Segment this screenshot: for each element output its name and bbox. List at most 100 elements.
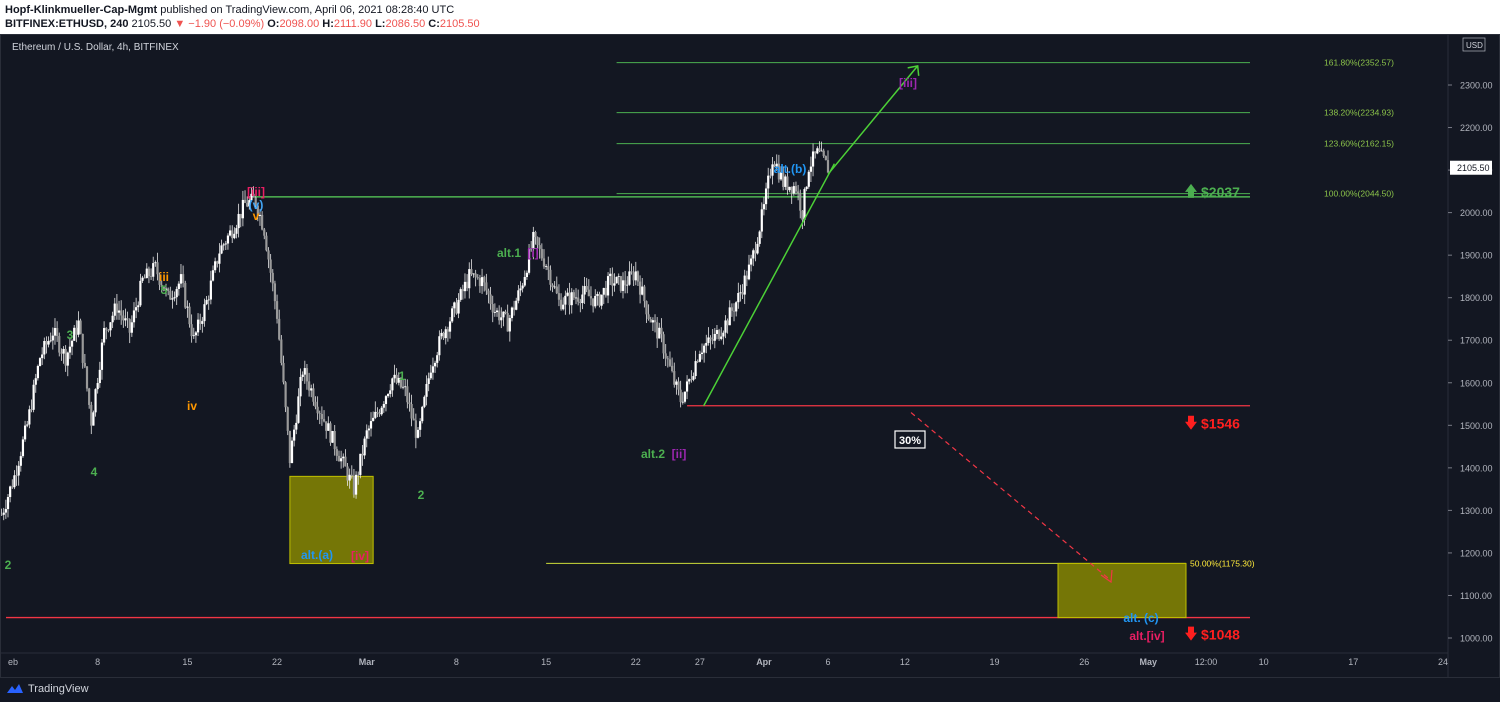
candle-body[interactable]: [175, 288, 178, 298]
candle-body[interactable]: [606, 276, 610, 296]
candle-body[interactable]: [700, 352, 704, 355]
candle-body[interactable]: [416, 429, 420, 438]
candle-body[interactable]: [536, 237, 539, 246]
candle-body[interactable]: [587, 289, 590, 297]
candle-body[interactable]: [647, 314, 650, 320]
candle-body[interactable]: [122, 315, 125, 321]
candle-body[interactable]: [442, 332, 445, 339]
candle-body[interactable]: [600, 294, 603, 306]
candle-body[interactable]: [120, 310, 123, 316]
candle-body[interactable]: [361, 453, 364, 456]
candle-body[interactable]: [265, 235, 268, 251]
candle-body[interactable]: [15, 475, 18, 477]
candle-body[interactable]: [194, 332, 198, 336]
candle-body[interactable]: [363, 438, 366, 456]
candle-body[interactable]: [214, 261, 217, 271]
candle-body[interactable]: [372, 417, 375, 422]
candle-body[interactable]: [0, 514, 3, 516]
candle-body[interactable]: [41, 354, 44, 359]
candle-body[interactable]: [775, 163, 778, 167]
candle-body[interactable]: [632, 272, 635, 281]
candle-body[interactable]: [199, 319, 202, 324]
candle-body[interactable]: [85, 366, 89, 389]
candle-body[interactable]: [794, 186, 798, 192]
candle-body[interactable]: [822, 150, 825, 157]
candle-body[interactable]: [677, 381, 680, 390]
candle-body[interactable]: [820, 150, 823, 152]
candle-body[interactable]: [611, 273, 614, 286]
candle-body[interactable]: [115, 303, 119, 313]
candle-body[interactable]: [675, 381, 678, 385]
candle-body[interactable]: [581, 294, 584, 304]
candle-body[interactable]: [583, 286, 586, 295]
candle-body[interactable]: [284, 382, 287, 408]
candle-body[interactable]: [267, 250, 270, 260]
candle-body[interactable]: [566, 292, 569, 296]
candle-body[interactable]: [527, 248, 531, 273]
candle-body[interactable]: [630, 271, 633, 273]
candle-body[interactable]: [395, 374, 398, 383]
candle-body[interactable]: [671, 365, 674, 372]
candle-body[interactable]: [816, 148, 819, 154]
candle-body[interactable]: [470, 269, 473, 275]
candle-body[interactable]: [384, 396, 388, 405]
candle-body[interactable]: [66, 352, 69, 366]
candle-body[interactable]: [32, 384, 35, 410]
candle-body[interactable]: [171, 298, 174, 300]
candle-body[interactable]: [696, 361, 699, 362]
tradingview-logo[interactable]: TradingView: [6, 683, 89, 695]
candle-body[interactable]: [327, 423, 330, 431]
candle-body[interactable]: [374, 411, 377, 418]
candle-body[interactable]: [609, 273, 612, 277]
candle-body[interactable]: [760, 209, 763, 232]
candle-body[interactable]: [423, 396, 426, 407]
candle-body[interactable]: [461, 289, 464, 292]
candle-body[interactable]: [792, 186, 795, 194]
candle-body[interactable]: [483, 277, 486, 283]
candle-body[interactable]: [508, 318, 511, 332]
candle-body[interactable]: [446, 329, 449, 332]
candle-body[interactable]: [322, 419, 326, 422]
candle-body[interactable]: [258, 214, 262, 216]
candle-body[interactable]: [735, 302, 738, 312]
candle-body[interactable]: [764, 188, 768, 205]
candle-body[interactable]: [476, 277, 479, 279]
candle-body[interactable]: [13, 475, 16, 488]
candle-body[interactable]: [737, 293, 740, 303]
candle-body[interactable]: [542, 258, 546, 267]
candle-body[interactable]: [352, 476, 356, 495]
candle-body[interactable]: [559, 299, 563, 310]
candle-body[interactable]: [660, 327, 663, 335]
candle-body[interactable]: [818, 148, 821, 151]
candle-body[interactable]: [243, 199, 247, 203]
candle-body[interactable]: [53, 328, 57, 336]
candle-body[interactable]: [36, 365, 39, 379]
candle-body[interactable]: [478, 278, 482, 287]
candle-body[interactable]: [739, 292, 742, 294]
candle-body[interactable]: [493, 312, 496, 313]
candle-body[interactable]: [521, 285, 524, 289]
candle-body[interactable]: [540, 248, 543, 259]
candle-body[interactable]: [397, 377, 400, 383]
candle-body[interactable]: [109, 322, 112, 331]
candle-body[interactable]: [480, 277, 484, 287]
candle-body[interactable]: [340, 458, 343, 462]
candle-body[interactable]: [26, 424, 29, 426]
candle-body[interactable]: [662, 334, 665, 354]
candle-body[interactable]: [60, 352, 63, 354]
candle-body[interactable]: [722, 332, 725, 337]
candle-body[interactable]: [809, 166, 813, 172]
candle-body[interactable]: [11, 486, 14, 488]
candle-body[interactable]: [233, 233, 236, 239]
candles[interactable]: [0, 141, 830, 521]
candle-body[interactable]: [754, 250, 757, 254]
candle-body[interactable]: [643, 286, 646, 302]
candle-body[interactable]: [705, 342, 708, 346]
candle-body[interactable]: [713, 333, 716, 341]
candle-body[interactable]: [784, 176, 787, 187]
candle-body[interactable]: [126, 318, 129, 320]
candle-body[interactable]: [359, 453, 362, 475]
candle-body[interactable]: [92, 412, 95, 426]
candle-body[interactable]: [412, 418, 415, 421]
candle-body[interactable]: [145, 268, 148, 279]
